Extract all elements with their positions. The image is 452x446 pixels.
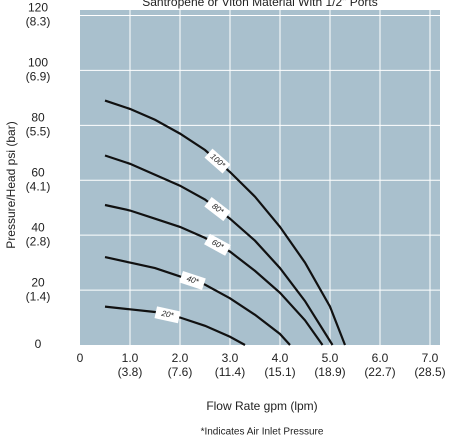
label-box: [204, 233, 231, 256]
y-tick-label: 80: [31, 110, 45, 124]
x-tick-label: 5.0: [322, 351, 339, 365]
curve-label: 80*: [204, 197, 231, 222]
x-tick-label: (3.8): [118, 365, 143, 379]
y-tick-label: 60: [31, 165, 45, 179]
x-tick-label: 1.0: [122, 351, 139, 365]
curve-label: 20*: [154, 306, 181, 324]
x-tick-label: (11.4): [215, 365, 245, 379]
x-tick-label: (18.9): [314, 365, 345, 379]
x-tick-label: (22.7): [364, 365, 395, 379]
y-tick-label: (5.5): [26, 124, 51, 138]
y-tick-label: (4.1): [26, 179, 51, 193]
y-tick-label: 0: [35, 337, 42, 351]
x-tick-label: 7.0: [422, 351, 439, 365]
x-tick-label: (15.1): [264, 365, 295, 379]
footnote: *Indicates Air Inlet Pressure: [201, 427, 324, 438]
curve: [104, 256, 291, 346]
curve: [104, 99, 347, 346]
label-box: [204, 197, 231, 222]
label-box: [154, 306, 181, 324]
label-box: [204, 148, 231, 174]
legend-label: 40*: [186, 274, 201, 287]
y-tick-label: (2.8): [26, 234, 51, 248]
y-tick-label: 20: [31, 275, 45, 289]
legend-label: 20*: [160, 309, 176, 321]
x-axis-label: Flow Rate gpm (lpm): [206, 399, 317, 413]
y-tick-label: 100: [28, 56, 48, 70]
y-tick-label: 40: [31, 220, 45, 234]
x-tick-label: 4.0: [272, 351, 289, 365]
x-tick-label: (28.5): [414, 365, 445, 379]
label-box: [179, 271, 206, 290]
y-axis-label: Pressure/Head psi (bar): [4, 121, 18, 248]
x-tick-label: 2.0: [172, 351, 189, 365]
x-tick-label: 0: [77, 351, 84, 365]
x-tick-label: 3.0: [222, 351, 239, 365]
x-tick-label: 6.0: [372, 351, 389, 365]
y-tick-label: (6.9): [26, 70, 51, 84]
plot-area: [80, 10, 440, 345]
y-tick-label: 120: [28, 1, 48, 15]
curve: [104, 305, 246, 346]
curve-label: 60*: [204, 233, 231, 256]
x-tick-label: (7.6): [168, 365, 193, 379]
chart-title: Santropene or Viton Material With 1/2" P…: [142, 0, 378, 9]
y-tick-label: (8.3): [26, 15, 51, 29]
y-tick-label: (1.4): [26, 289, 51, 303]
curve-label: 40*: [179, 271, 206, 290]
